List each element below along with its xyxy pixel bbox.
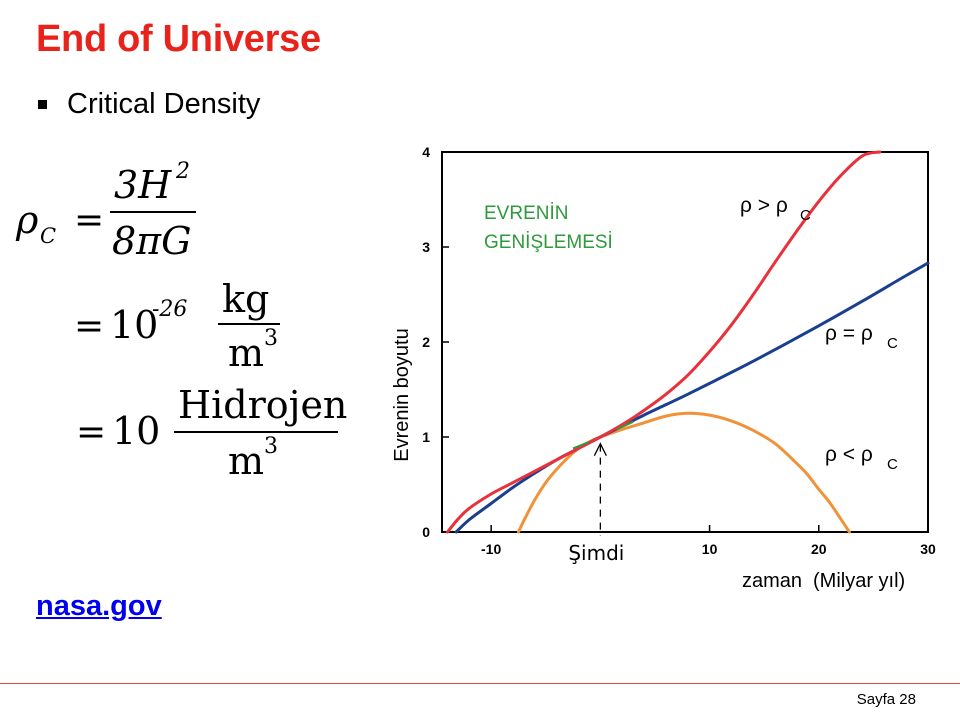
footer-divider — [0, 683, 960, 684]
nasa-link[interactable]: nasa.gov — [36, 590, 162, 622]
label-rho-equal: ρ = ρ C — [825, 322, 898, 352]
slide-title: End of Universe — [36, 18, 321, 60]
formula-ten-1: 10 — [110, 303, 158, 347]
y-axis-ticks: 0 1 2 3 4 — [422, 144, 449, 540]
formula-rho: ρ — [15, 198, 39, 242]
formula-den-1: 8πG — [112, 219, 192, 263]
y-axis-label: Evrenin boyutu — [391, 328, 413, 461]
formula-num-1-exp: 2 — [175, 159, 190, 184]
formula-exp-2: -26 — [152, 297, 187, 322]
y-tick-label: 1 — [422, 429, 430, 445]
x-axis-label-main: zaman — [742, 570, 802, 592]
curve-rho-greater — [446, 150, 882, 534]
y-tick-label: 4 — [422, 144, 430, 160]
curve-rho-less — [516, 411, 851, 534]
formula-eq-3: = — [76, 412, 106, 453]
formula-unit-m-1: m — [228, 331, 264, 375]
formula-eq-2: = — [74, 306, 104, 347]
formula-unit-hidrojen: Hidrojen — [178, 383, 347, 427]
formula-eq-1: = — [74, 200, 104, 241]
formula-rho-sub: C — [40, 224, 56, 248]
now-arrow-icon — [593, 442, 607, 456]
curve-green-segment — [572, 420, 634, 450]
now-label: Şimdi — [568, 541, 624, 565]
label-rho-greater-sub: C — [800, 207, 811, 224]
curves — [446, 150, 930, 534]
y-tick-label: 2 — [422, 334, 430, 350]
expansion-chart: 0 1 2 3 4 -10 10 20 30 Şimdi EVRENİN GENİŞLEMES… — [391, 144, 936, 592]
x-tick-label: 10 — [702, 541, 718, 557]
formula-ten-2: 10 — [112, 409, 160, 453]
label-rho-less-main: ρ < ρ — [825, 443, 873, 466]
y-tick-label: 3 — [422, 239, 430, 255]
label-rho-greater-main: ρ > ρ — [740, 194, 788, 217]
bullet-square-icon — [38, 100, 47, 109]
formula-num-1: 3H — [114, 163, 172, 207]
label-rho-greater: ρ > ρ C — [740, 194, 811, 224]
page-number: Sayfa 28 — [856, 691, 916, 708]
x-tick-label: -10 — [481, 541, 501, 557]
bullet-item: Critical Density — [38, 88, 260, 121]
bullet-text: Critical Density — [67, 88, 261, 120]
formula-unit-m-2: m — [228, 439, 264, 483]
x-tick-label: 30 — [920, 541, 936, 557]
formula-unit-kg: kg — [222, 277, 269, 321]
label-rho-less-sub: C — [887, 456, 898, 473]
label-rho-equal-sub: C — [887, 335, 898, 352]
formula-unit-exp-2: 3 — [264, 434, 278, 459]
formula-unit-exp-1: 3 — [264, 326, 278, 351]
x-tick-label: 20 — [811, 541, 827, 557]
x-axis-ticks: -10 10 20 30 — [481, 525, 936, 557]
annotation-title-line-2: GENİŞLEMESİ — [484, 232, 613, 253]
label-rho-less: ρ < ρ C — [825, 443, 898, 473]
curve-rho-equal — [454, 261, 930, 534]
annotation-title-line-1: EVRENİN — [484, 203, 568, 224]
x-axis-label-unit: (Milyar yıl) — [813, 570, 905, 592]
label-rho-equal-main: ρ = ρ — [825, 322, 873, 345]
critical-density-formula: ρ C = 3H 2 8πG = 10 -26 kg m 3 = 10 Hidr… — [15, 159, 347, 483]
y-tick-label: 0 — [422, 524, 430, 540]
